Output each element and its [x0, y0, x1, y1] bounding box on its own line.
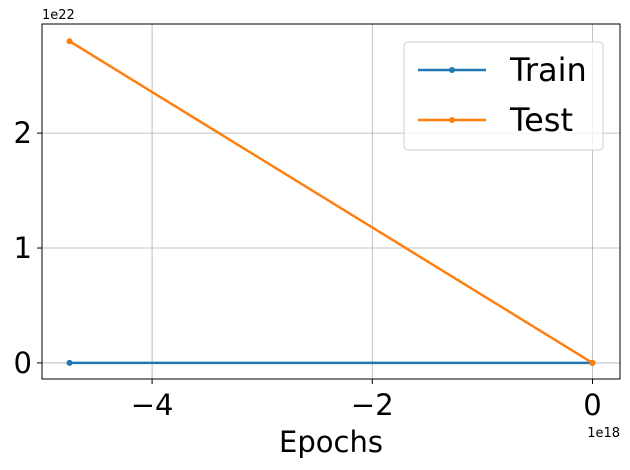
legend-label: Test: [509, 101, 573, 139]
legend-item-test: Test: [418, 101, 573, 139]
series-lines: [66, 38, 596, 366]
series-train: [66, 359, 596, 366]
legend-label: Train: [509, 51, 587, 89]
legend-item-train: Train: [418, 51, 587, 89]
plot-frame: [41, 23, 621, 380]
legend-marker: [449, 67, 455, 73]
data-point: [66, 359, 73, 366]
y-tick-label: 0: [14, 346, 32, 380]
y-offset-label: 1e22: [42, 8, 75, 23]
x-tick-label: 0: [583, 388, 601, 422]
y-axis-ticks: 0 1 2: [14, 116, 42, 380]
legend: Train Test: [403, 41, 604, 151]
x-tick-label: −4: [131, 388, 174, 422]
y-tick-label: 2: [14, 116, 32, 150]
series-line: [68, 40, 594, 364]
x-tick-label: −2: [351, 388, 394, 422]
data-point: [589, 359, 596, 366]
x-axis-title: Epochs: [279, 425, 383, 459]
x-offset-label: 1e18: [587, 426, 620, 441]
legend-marker: [449, 117, 455, 123]
data-point: [66, 38, 73, 45]
y-tick-label: 1: [14, 231, 32, 265]
x-axis-ticks: −4 −2 0: [131, 379, 602, 422]
series-test: [66, 38, 596, 366]
